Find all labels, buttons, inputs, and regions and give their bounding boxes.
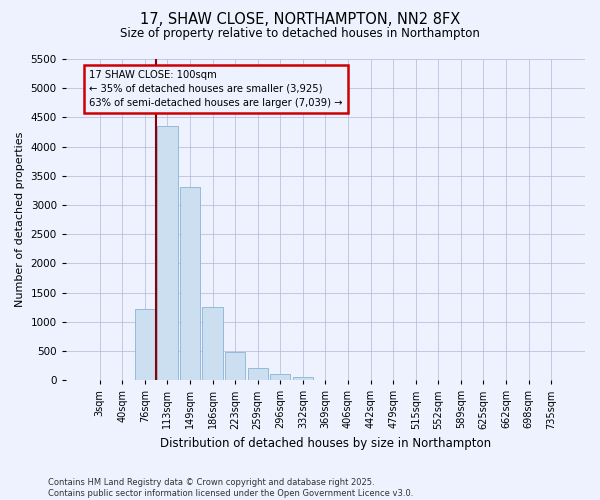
Bar (180, 188, 200, 380)
Bar (225, 352, 245, 380)
Bar (293, 376, 313, 380)
Bar (157, 126, 178, 380)
X-axis label: Distribution of detached houses by size in Northampton: Distribution of detached houses by size … (160, 437, 491, 450)
Text: Size of property relative to detached houses in Northampton: Size of property relative to detached ho… (120, 28, 480, 40)
Y-axis label: Number of detached properties: Number of detached properties (15, 132, 25, 308)
Text: 17 SHAW CLOSE: 100sqm
← 35% of detached houses are smaller (3,925)
63% of semi-d: 17 SHAW CLOSE: 100sqm ← 35% of detached … (89, 70, 343, 108)
Bar (270, 374, 290, 380)
Bar (202, 307, 223, 380)
Bar (134, 309, 155, 380)
Text: 17, SHAW CLOSE, NORTHAMPTON, NN2 8FX: 17, SHAW CLOSE, NORTHAMPTON, NN2 8FX (140, 12, 460, 28)
Text: Contains HM Land Registry data © Crown copyright and database right 2025.
Contai: Contains HM Land Registry data © Crown c… (48, 478, 413, 498)
Bar (248, 368, 268, 380)
